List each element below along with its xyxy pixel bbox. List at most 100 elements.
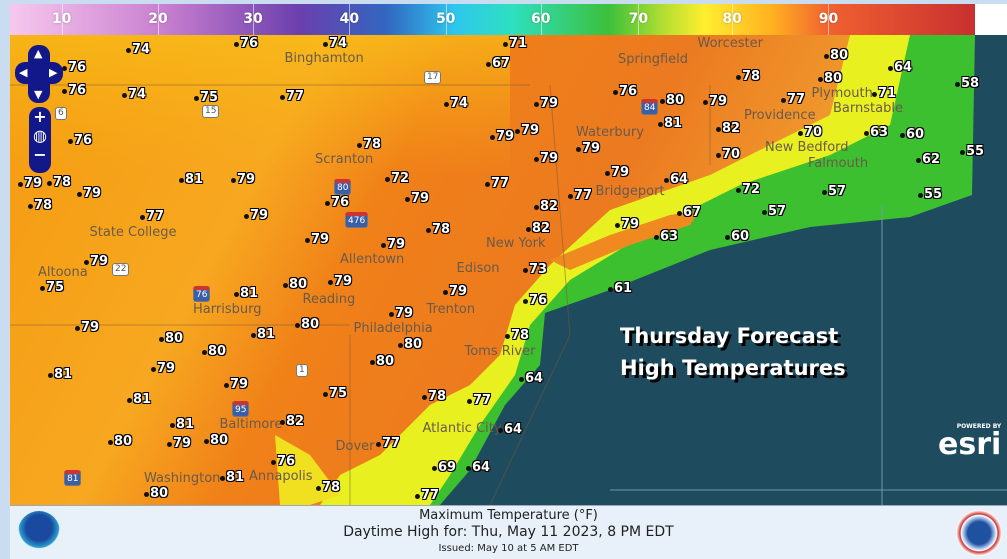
temperature-label[interactable]: 67 bbox=[485, 56, 511, 71]
temperature-label[interactable]: 79 bbox=[380, 237, 406, 252]
temperature-label[interactable]: 82 bbox=[525, 221, 551, 236]
temperature-label[interactable]: 58 bbox=[954, 76, 980, 91]
temperature-label[interactable]: 79 bbox=[442, 284, 468, 299]
temperature-label[interactable]: 67 bbox=[676, 205, 702, 220]
temperature-label[interactable]: 76 bbox=[612, 84, 638, 99]
map-view[interactable]: Binghamton Springfield Worcester Plymouth Pr… bbox=[10, 35, 1007, 505]
temperature-label[interactable]: 72 bbox=[384, 171, 410, 186]
temperature-label[interactable]: 81 bbox=[250, 327, 276, 342]
temperature-label[interactable]: 79 bbox=[533, 151, 559, 166]
temperature-label[interactable]: 77 bbox=[780, 92, 806, 107]
temperature-label[interactable]: 79 bbox=[74, 320, 100, 335]
temperature-label[interactable]: 76 bbox=[324, 195, 350, 210]
temperature-label[interactable]: 71 bbox=[502, 36, 528, 51]
temperature-label[interactable]: 81 bbox=[233, 286, 259, 301]
temperature-label[interactable]: 76 bbox=[61, 60, 87, 75]
temperature-label[interactable]: 80 bbox=[369, 354, 395, 369]
temperature-label[interactable]: 79 bbox=[150, 361, 176, 376]
temperature-label[interactable]: 80 bbox=[659, 93, 685, 108]
temperature-label[interactable]: 80 bbox=[294, 317, 320, 332]
temperature-label[interactable]: 63 bbox=[653, 229, 679, 244]
temperature-label[interactable]: 80 bbox=[282, 277, 308, 292]
temperature-label[interactable]: 74 bbox=[322, 36, 348, 51]
temperature-label[interactable]: 79 bbox=[327, 274, 353, 289]
temperature-label[interactable]: 75 bbox=[39, 280, 65, 295]
pan-up-icon[interactable]: ▲ bbox=[34, 47, 43, 60]
temperature-label[interactable]: 82 bbox=[279, 414, 305, 429]
temperature-label[interactable]: 78 bbox=[504, 328, 530, 343]
temperature-label[interactable]: 79 bbox=[702, 94, 728, 109]
temperature-label[interactable]: 80 bbox=[201, 344, 227, 359]
temperature-label[interactable]: 72 bbox=[735, 182, 761, 197]
temperature-label[interactable]: 79 bbox=[575, 141, 601, 156]
temperature-label[interactable]: 73 bbox=[522, 262, 548, 277]
temperature-label[interactable]: 70 bbox=[715, 147, 741, 162]
temperature-label[interactable]: 78 bbox=[315, 480, 341, 495]
pan-right-icon[interactable]: ▶ bbox=[49, 66, 58, 79]
temperature-label[interactable]: 55 bbox=[917, 187, 943, 202]
temperature-label[interactable]: 78 bbox=[735, 69, 761, 84]
temperature-label[interactable]: 76 bbox=[233, 36, 259, 51]
temperature-label[interactable]: 77 bbox=[414, 488, 440, 503]
temperature-label[interactable]: 81 bbox=[47, 367, 73, 382]
temperature-label[interactable]: 76 bbox=[270, 454, 296, 469]
temperature-label[interactable]: 78 bbox=[46, 175, 72, 190]
temperature-label[interactable]: 77 bbox=[484, 176, 510, 191]
temperature-label[interactable]: 78 bbox=[27, 198, 53, 213]
temperature-label[interactable]: 60 bbox=[724, 229, 750, 244]
temperature-label[interactable]: 74 bbox=[443, 96, 469, 111]
temperature-label[interactable]: 79 bbox=[533, 96, 559, 111]
temperature-label[interactable]: 71 bbox=[871, 86, 897, 101]
temperature-label[interactable]: 61 bbox=[607, 281, 633, 296]
temperature-label[interactable]: 79 bbox=[17, 176, 43, 191]
temperature-label[interactable]: 75 bbox=[322, 386, 348, 401]
temperature-label[interactable]: 70 bbox=[797, 125, 823, 140]
temperature-label[interactable]: 57 bbox=[821, 184, 847, 199]
temperature-label[interactable]: 81 bbox=[219, 470, 245, 485]
temperature-label[interactable]: 76 bbox=[67, 133, 93, 148]
temperature-label[interactable]: 79 bbox=[489, 129, 515, 144]
pan-left-icon[interactable]: ◀ bbox=[19, 66, 28, 79]
temperature-label[interactable]: 81 bbox=[126, 392, 152, 407]
temperature-label[interactable]: 79 bbox=[83, 254, 109, 269]
temperature-label[interactable]: 80 bbox=[107, 434, 133, 449]
temperature-label[interactable]: 79 bbox=[604, 165, 630, 180]
temperature-label[interactable]: 79 bbox=[514, 123, 540, 138]
temperature-label[interactable]: 80 bbox=[143, 486, 169, 501]
temperature-label[interactable]: 81 bbox=[169, 417, 195, 432]
zoom-in-button[interactable]: + bbox=[33, 107, 47, 126]
temperature-label[interactable]: 79 bbox=[404, 191, 430, 206]
temperature-label[interactable]: 80 bbox=[823, 48, 849, 63]
temperature-label[interactable]: 79 bbox=[614, 217, 640, 232]
temperature-label[interactable]: 79 bbox=[76, 186, 102, 201]
temperature-label[interactable]: 55 bbox=[959, 144, 985, 159]
temperature-label[interactable]: 82 bbox=[715, 121, 741, 136]
temperature-label[interactable]: 77 bbox=[139, 209, 165, 224]
zoom-out-button[interactable]: − bbox=[33, 145, 47, 164]
temperature-label[interactable]: 78 bbox=[356, 137, 382, 152]
temperature-label[interactable]: 64 bbox=[518, 371, 544, 386]
temperature-label[interactable]: 77 bbox=[567, 188, 593, 203]
temperature-label[interactable]: 80 bbox=[203, 433, 229, 448]
temperature-label[interactable]: 60 bbox=[899, 127, 925, 142]
temperature-label[interactable]: 79 bbox=[223, 377, 249, 392]
temperature-label[interactable]: 80 bbox=[158, 331, 184, 346]
temperature-label[interactable]: 81 bbox=[178, 172, 204, 187]
temperature-label[interactable]: 79 bbox=[230, 172, 256, 187]
temperature-label[interactable]: 79 bbox=[388, 306, 414, 321]
temperature-label[interactable]: 80 bbox=[817, 71, 843, 86]
temperature-label[interactable]: 79 bbox=[304, 232, 330, 247]
temperature-label[interactable]: 75 bbox=[193, 90, 219, 105]
temperature-label[interactable]: 80 bbox=[397, 337, 423, 352]
pan-down-icon[interactable]: ▼ bbox=[34, 88, 43, 101]
temperature-label[interactable]: 77 bbox=[375, 436, 401, 451]
temperature-label[interactable]: 64 bbox=[465, 460, 491, 475]
temperature-label[interactable]: 76 bbox=[522, 293, 548, 308]
temperature-label[interactable]: 78 bbox=[425, 222, 451, 237]
temperature-label[interactable]: 76 bbox=[61, 83, 87, 98]
temperature-label[interactable]: 64 bbox=[497, 422, 523, 437]
temperature-label[interactable]: 78 bbox=[421, 389, 447, 404]
temperature-label[interactable]: 69 bbox=[431, 460, 457, 475]
temperature-label[interactable]: 79 bbox=[243, 208, 269, 223]
temperature-label[interactable]: 57 bbox=[761, 204, 787, 219]
